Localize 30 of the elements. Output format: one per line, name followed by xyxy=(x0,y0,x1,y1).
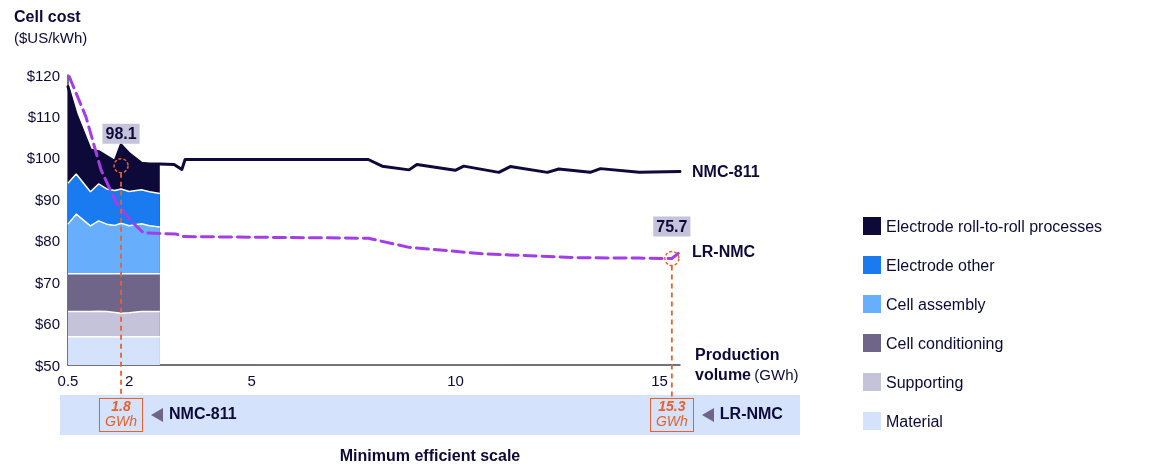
ref-line-label: 15.3 GWh xyxy=(650,398,693,429)
x-tick-label: 15 xyxy=(651,372,668,389)
x-tick-label: 0.5 xyxy=(57,372,79,389)
x-tick-label: 5 xyxy=(247,372,256,389)
y-tick-label: $100 xyxy=(26,149,60,167)
series-label: LR-NMC xyxy=(692,243,756,261)
y-tick-label: $90 xyxy=(34,190,60,208)
legend-label: Cell conditioning xyxy=(886,334,1004,352)
text: Minimum efficient scale xyxy=(338,447,522,464)
annotation: 75.7 xyxy=(656,218,688,236)
y-tick-label: $120 xyxy=(26,66,60,84)
x-tick-label: 10 xyxy=(447,372,464,389)
text: LR-NMC xyxy=(719,405,783,423)
y-tick-label: $110 xyxy=(27,107,60,125)
series-label: NMC-811 xyxy=(692,163,760,181)
x-tick-label: 2 xyxy=(125,372,134,389)
y-axis-title: Cell cost ($US/kWh) xyxy=(14,7,88,46)
legend-label: Electrode roll-to-roll processes xyxy=(886,217,1103,235)
legend-label: Electrode other xyxy=(886,256,996,274)
x-axis-title: Production volume (GWh) xyxy=(695,345,799,383)
legend-label: Cell assembly xyxy=(886,295,986,313)
ref-line-label: 1.8 GWh xyxy=(100,398,143,429)
y-tick-label: $80 xyxy=(34,232,60,250)
y-tick-label: $70 xyxy=(34,273,60,291)
legend-label: Supporting xyxy=(886,373,964,391)
y-tick-label: $60 xyxy=(34,315,60,333)
annotation: 98.1 xyxy=(105,125,137,143)
y-tick-label: $50 xyxy=(34,356,60,374)
legend-label: Material xyxy=(886,412,943,430)
text: NMC-811 xyxy=(169,405,237,423)
